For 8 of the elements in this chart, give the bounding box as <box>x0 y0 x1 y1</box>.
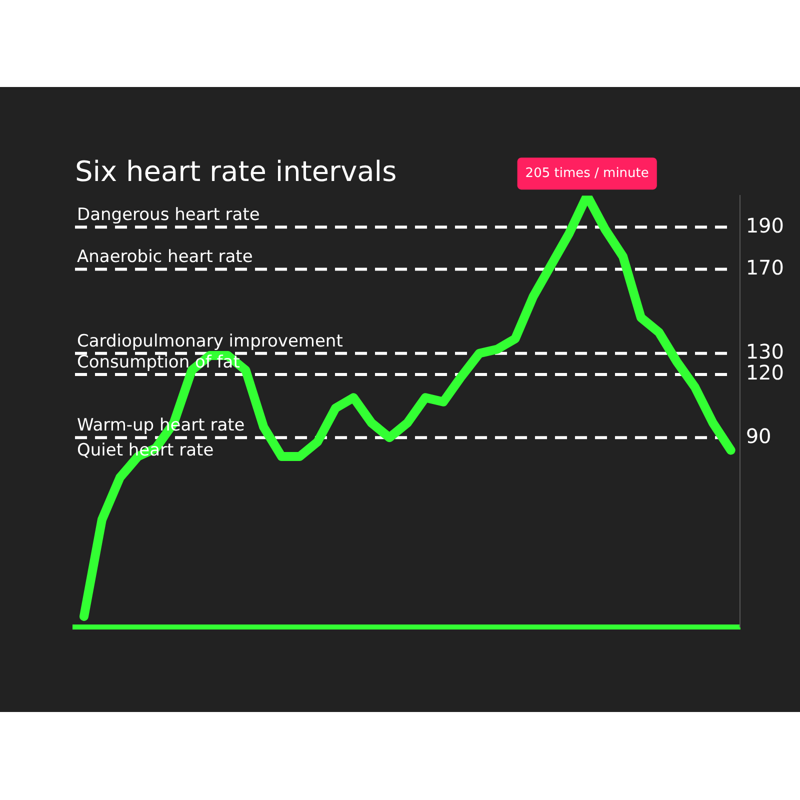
ref-line-label: Anaerobic heart rate <box>77 247 253 268</box>
annotation: 205 times / minute <box>525 166 649 181</box>
y-tick-label: 190 <box>746 213 784 238</box>
chart-title: Six heart rate intervals <box>75 155 397 188</box>
ref-line-label: Dangerous heart rate <box>77 205 260 226</box>
y-tick-label: 170 <box>746 255 784 280</box>
y-tick-label: 90 <box>746 424 772 448</box>
ref-line-label: Cardiopulmonary improvement <box>77 331 344 352</box>
